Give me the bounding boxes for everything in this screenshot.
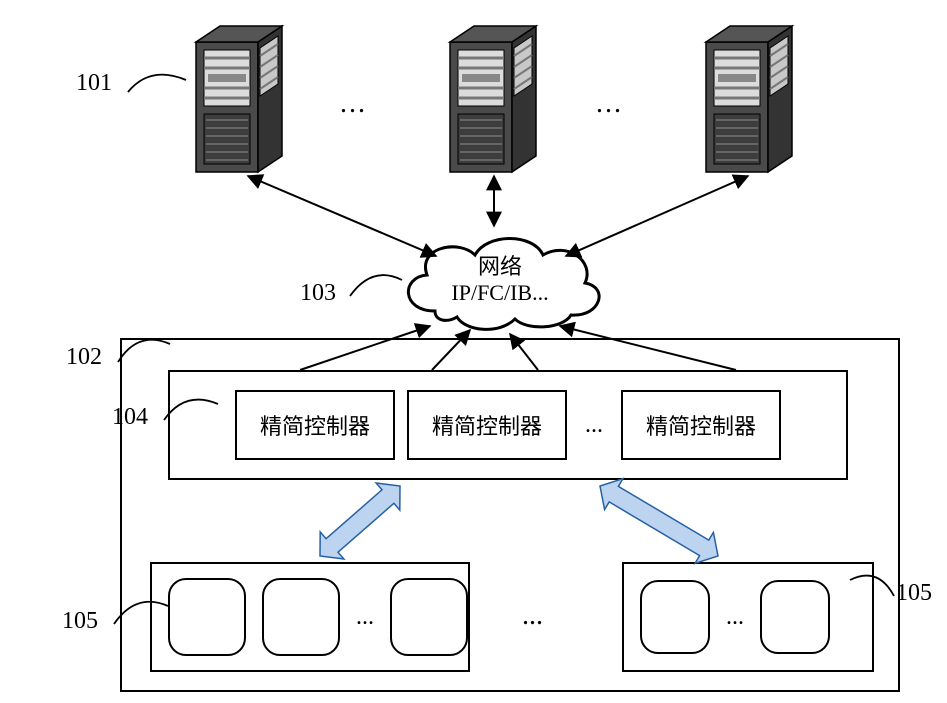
label-102: 102 [66, 344, 102, 371]
servers-ellipsis-2: ... [596, 88, 623, 120]
server-3 [694, 14, 804, 174]
cloud-label-1: 网络 [478, 254, 522, 280]
enclosures-middle-ellipsis: ... [522, 600, 543, 632]
server-1 [184, 14, 294, 174]
disk-enclosure-left: ... [150, 562, 470, 672]
diagram-stage: ... ... 网络 IP/FC/IB... 精简控制器 精简控制器 ... 精… [0, 0, 947, 703]
label-105-left: 105 [62, 608, 98, 635]
label-103: 103 [300, 280, 336, 307]
disk-r1 [640, 580, 710, 654]
controller-3-label: 精简控制器 [646, 409, 756, 441]
controller-2: 精简控制器 [407, 390, 567, 460]
controller-1-label: 精简控制器 [260, 409, 370, 441]
controller-2-label: 精简控制器 [432, 409, 542, 441]
servers-ellipsis-1: ... [340, 88, 367, 120]
label-104: 104 [112, 404, 148, 431]
server-2 [438, 14, 548, 174]
enclosure-left-ellipsis: ... [356, 604, 374, 631]
disk-l2 [262, 578, 340, 656]
disk-r2 [760, 580, 830, 654]
label-105-right: 105 [896, 580, 932, 607]
network-cloud: 网络 IP/FC/IB... [395, 225, 605, 335]
controllers-ellipsis: ... [579, 412, 609, 439]
cloud-label-2: IP/FC/IB... [451, 280, 548, 306]
disk-enclosure-right: ... [622, 562, 874, 672]
controller-group: 精简控制器 精简控制器 ... 精简控制器 [168, 370, 848, 480]
disk-l3 [390, 578, 468, 656]
controller-3: 精简控制器 [621, 390, 781, 460]
controller-1: 精简控制器 [235, 390, 395, 460]
label-101: 101 [76, 70, 112, 97]
enclosure-right-ellipsis: ... [726, 604, 744, 631]
disk-l1 [168, 578, 246, 656]
